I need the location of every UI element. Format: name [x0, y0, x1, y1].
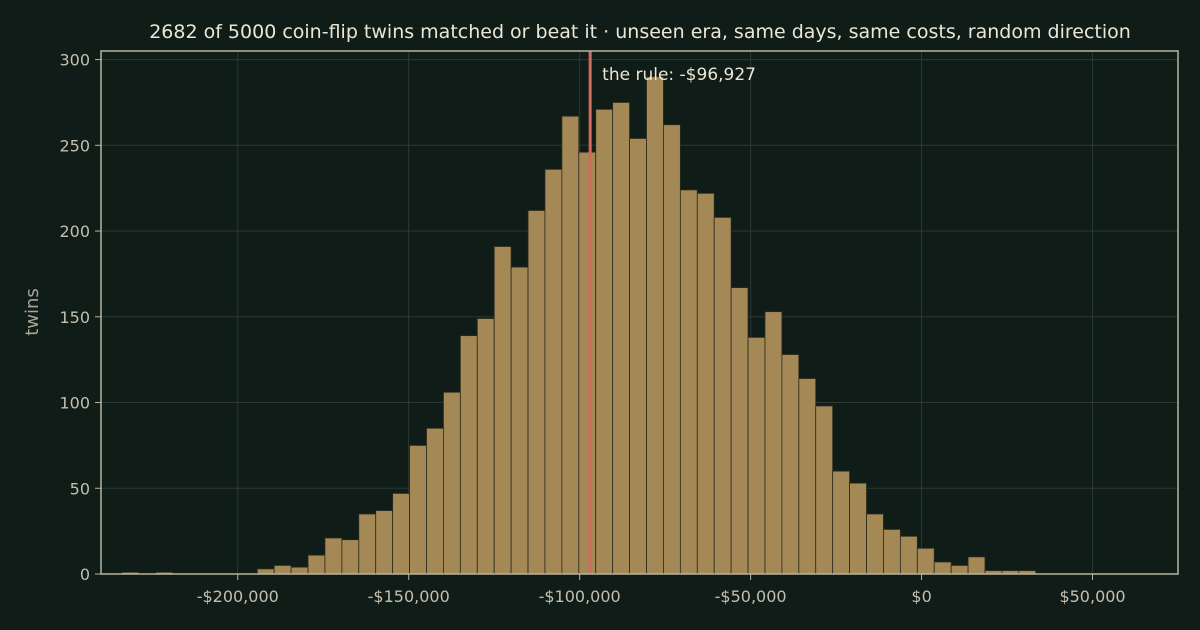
histogram-bar — [307, 554, 326, 575]
x-tick-label: $0 — [911, 587, 931, 606]
histogram-bar — [493, 246, 512, 575]
histogram-bar — [747, 336, 766, 575]
histogram-bar — [713, 216, 732, 575]
histogram-bar — [933, 561, 952, 575]
y-tick-label: 100 — [59, 394, 90, 413]
histogram-bar — [646, 76, 664, 575]
histogram-bar — [544, 168, 563, 575]
x-tick-label: -$100,000 — [539, 587, 621, 606]
histogram-bar — [916, 547, 935, 575]
histogram-bar — [730, 287, 749, 575]
histogram-bar — [578, 151, 597, 575]
histogram-bar — [950, 565, 969, 575]
histogram-bar — [510, 266, 529, 575]
y-tick-label: 250 — [59, 136, 90, 155]
x-tick-label: -$50,000 — [715, 587, 787, 606]
histogram-bar — [781, 354, 800, 575]
histogram-bar — [409, 444, 427, 575]
histogram-bar — [612, 102, 630, 575]
histogram-bar — [561, 115, 580, 575]
y-tick-label: 200 — [59, 222, 90, 241]
histogram-bar — [849, 482, 867, 575]
histogram-bar — [273, 565, 292, 575]
histogram-bar — [290, 566, 309, 575]
histogram-bar — [426, 427, 444, 575]
histogram-bars — [121, 76, 1037, 575]
histogram-bar — [967, 556, 986, 575]
histogram-bar — [459, 335, 478, 575]
histogram-bar — [392, 493, 410, 575]
histogram-bar — [324, 537, 343, 575]
histogram-bar — [443, 391, 461, 575]
histogram-bar — [899, 535, 918, 575]
histogram-bar — [358, 513, 377, 575]
y-tick-label: 0 — [80, 565, 90, 584]
y-tick-label: 150 — [59, 308, 90, 327]
histogram-bar — [832, 470, 851, 575]
x-tick-label: $50,000 — [1059, 587, 1125, 606]
y-tick-label: 300 — [59, 51, 90, 70]
x-tick-label: -$200,000 — [197, 587, 279, 606]
histogram-bar — [815, 405, 834, 575]
histogram-bar — [527, 210, 546, 575]
histogram-bar — [595, 108, 614, 575]
histogram-bar — [696, 192, 715, 575]
x-tick-label: -$150,000 — [368, 587, 450, 606]
histogram-bar — [256, 568, 275, 575]
histogram-bar — [476, 318, 495, 575]
histogram-bar — [883, 529, 901, 575]
y-axis-label: twins — [22, 288, 43, 336]
y-tick-label: 50 — [70, 479, 90, 498]
plot-frame — [100, 50, 1179, 575]
histogram-bar — [341, 539, 360, 575]
histogram-bar — [798, 378, 817, 575]
histogram-bar — [663, 124, 681, 575]
reference-line-label: the rule: -$96,927 — [602, 65, 756, 85]
histogram-bar — [375, 510, 394, 575]
x-axis-ticks: -$200,000 -$150,000 -$100,000 -$50,000 $0 $50… — [197, 574, 1126, 606]
histogram-bar — [679, 189, 698, 575]
histogram-bar — [866, 513, 884, 575]
histogram-bar — [764, 311, 783, 575]
y-axis-ticks: 0 50 100 150 200 250 300 — [59, 51, 101, 584]
histogram-bar — [629, 138, 647, 575]
chart-title: 2682 of 5000 coin-flip twins matched or … — [149, 21, 1131, 43]
